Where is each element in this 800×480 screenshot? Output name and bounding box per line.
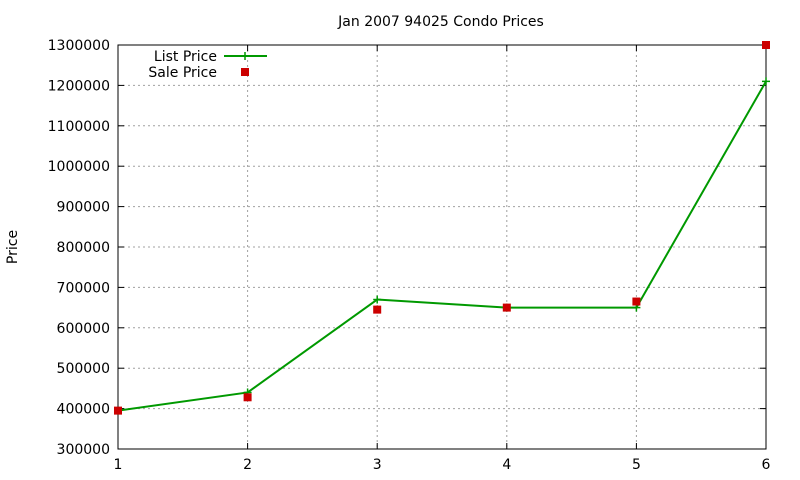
y-tick-label: 300000 [57,442,110,458]
x-tick-label: 3 [373,457,382,473]
y-tick-label: 1100000 [48,119,110,135]
x-tick-label: 5 [632,457,641,473]
sale-price-point [762,41,770,49]
sale-price-point [373,305,382,314]
legend-swatch-marker [241,52,249,60]
y-tick-label: 900000 [57,200,110,216]
legend-swatch-marker [241,68,249,76]
y-tick-label: 1000000 [48,159,110,175]
y-tick-label: 800000 [57,240,110,256]
y-tick-label: 400000 [57,402,110,418]
y-axis-label: Price [5,230,21,264]
y-tick-label: 1200000 [48,78,110,94]
list-price-line [117,80,767,412]
x-tick-label: 1 [114,457,123,473]
y-tick-label: 500000 [57,361,110,377]
list-price-point [373,295,382,304]
y-tick-label: 1300000 [48,38,110,54]
x-tick-label: 6 [762,457,771,473]
axis-ticks: 1 2 3 4 5 6 300000 400000 500000 600000 700000 8000… [48,38,771,473]
list-price-point [762,77,770,86]
grid-lines [118,45,766,449]
legend-label: List Price [154,49,217,65]
sale-price-point [632,297,641,306]
sale-price-point [114,406,122,415]
sale-price-point [502,303,511,312]
series-layer [114,41,770,415]
y-tick-label: 700000 [57,280,110,296]
sale-price-point [243,393,252,402]
x-tick-label: 4 [502,457,511,473]
x-tick-label: 2 [243,457,252,473]
chart-title: Jan 2007 94025 Condo Prices [337,14,544,30]
y-tick-label: 600000 [57,321,110,337]
legend-label: Sale Price [148,65,217,81]
